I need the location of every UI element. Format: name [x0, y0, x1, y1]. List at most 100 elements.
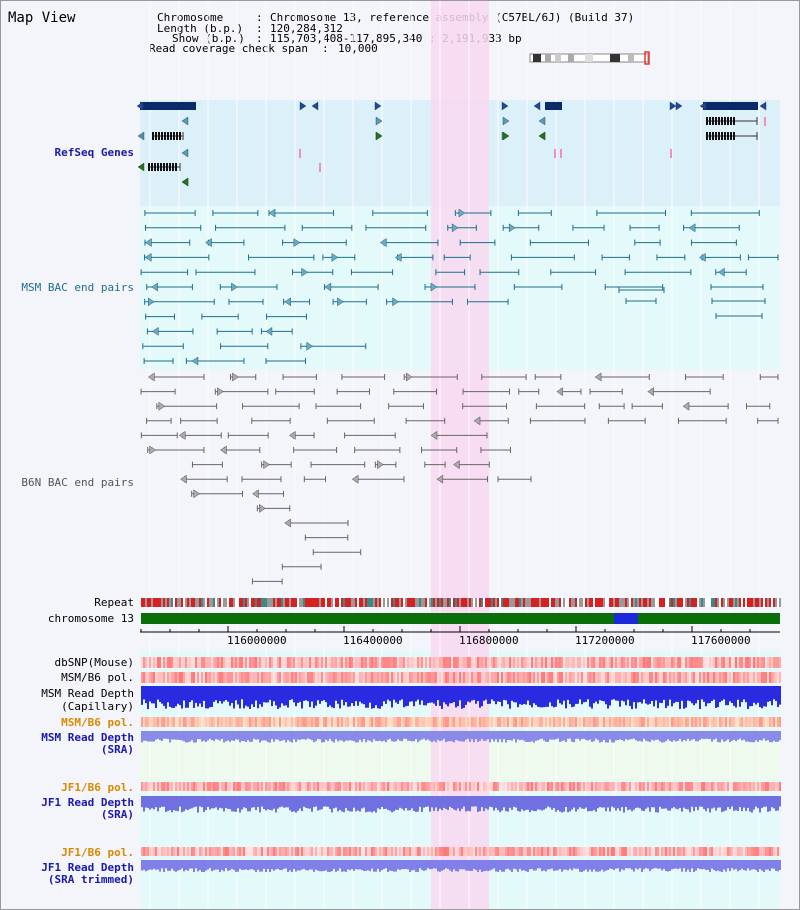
msm-depth-sra-bar	[681, 731, 683, 742]
msm-pol-cell	[623, 672, 625, 683]
refseq-features[interactable]	[136, 101, 767, 187]
jf1-pol-cell	[149, 782, 151, 791]
msm-pol-cell	[575, 672, 577, 683]
chromosome-ideogram[interactable]	[529, 51, 650, 65]
msm-depth-sra-bar	[765, 731, 767, 741]
jf1-pol-cell	[777, 782, 779, 791]
refseq-marker	[554, 149, 556, 158]
jf1-pol-cell	[597, 782, 599, 791]
jf1-depth-sra-bar	[171, 796, 173, 813]
repeat-segment	[741, 598, 743, 607]
b6n-bac-strand-icon	[594, 372, 602, 382]
jf1-pol-2-cell	[247, 847, 249, 856]
b6n-bac-features[interactable]	[140, 372, 779, 585]
msm-pol-2-cell	[249, 717, 251, 727]
jf1-pol-2-cell	[583, 847, 585, 856]
jf1-pol-cell	[717, 782, 719, 791]
jf1-depth-trim-bar	[389, 860, 391, 871]
msm-depth-sra-bar	[745, 731, 747, 742]
dbsnp-cell	[173, 657, 175, 668]
jf1-pol-cell	[171, 782, 173, 791]
jf1-pol-cell	[619, 782, 621, 791]
track-label-b6n-bac[interactable]: B6N BAC end pairs	[21, 476, 134, 489]
jf1-depth-trim-bar	[189, 860, 191, 869]
jf1-pol-2-cell	[537, 847, 539, 856]
jf1-depth-sra-bar	[717, 796, 719, 808]
jf1-pol-cell	[403, 782, 405, 791]
track-label-refseq[interactable]: RefSeq Genes	[54, 146, 134, 159]
dbsnp-cell	[369, 657, 371, 668]
jf1-pol-cell	[537, 782, 539, 791]
jf1-depth-trim-bar	[345, 860, 347, 872]
msm-depth-cap-bar	[285, 686, 287, 706]
jf1-depth-trim-bar	[523, 860, 525, 871]
msm-depth-cap-bar	[399, 686, 401, 701]
jf1-pol-2-cell	[539, 847, 541, 856]
msm-depth-cap-bar	[251, 686, 253, 705]
msm-depth-cap-bar	[771, 686, 773, 706]
msm-depth-sra-bar	[309, 731, 311, 740]
msm-pol-2-cell	[187, 717, 189, 727]
track-label-msm-bac[interactable]: MSM BAC end pairs	[21, 281, 134, 294]
msm-pol-2-cell	[473, 717, 475, 727]
msm-depth-cap-bar	[283, 686, 285, 706]
repeat-segment	[159, 598, 161, 607]
jf1-pol-cell	[165, 782, 167, 791]
dbsnp-cell	[549, 657, 551, 668]
msm-bac-features[interactable]	[140, 208, 779, 366]
repeat-segment	[405, 598, 407, 607]
jf1-pol-cell	[215, 782, 217, 791]
msm-pol-2-cell	[221, 717, 223, 727]
jf1-depth-trim-bar	[183, 860, 185, 872]
jf1-pol-2-cell	[697, 847, 699, 856]
repeat-segment	[563, 598, 565, 607]
jf1-depth-sra-bar	[381, 796, 383, 807]
dbsnp-cell	[267, 657, 269, 668]
repeat-segment	[459, 598, 461, 607]
msm-depth-sra-bar	[161, 731, 163, 741]
ideogram-band	[628, 54, 634, 62]
dbsnp-cell	[551, 657, 553, 668]
msm-depth-sra-bar	[605, 731, 607, 743]
msm-pol-2-cell	[655, 717, 657, 727]
msm-pol-cell	[495, 672, 497, 683]
repeat-segment	[469, 598, 471, 607]
msm-depth-sra-bar	[529, 731, 531, 742]
repeat-segment	[771, 598, 773, 607]
jf1-depth-trim-bar	[253, 860, 255, 871]
dbsnp-cell	[683, 657, 685, 668]
msm-pol-2-cell	[603, 717, 605, 727]
msm-depth-cap-bar	[589, 686, 591, 707]
dbsnp-cell	[273, 657, 275, 668]
msm-pol-2-cell	[215, 717, 217, 727]
repeat-segment	[695, 598, 697, 607]
track-label-msm-depth-cap-2: (Capillary)	[61, 700, 134, 713]
repeat-segment	[725, 598, 727, 607]
msm-pol-cell	[285, 672, 287, 683]
repeat-segment	[441, 598, 443, 607]
msm-depth-cap-bar	[639, 686, 641, 703]
msm-depth-cap-bar	[453, 686, 455, 703]
jf1-pol-2-cell	[289, 847, 291, 856]
repeat-segment	[583, 598, 585, 607]
msm-pol-cell	[593, 672, 595, 683]
jf1-depth-trim-bar	[247, 860, 249, 871]
jf1-depth-sra-bar	[713, 796, 715, 808]
dbsnp-cell	[255, 657, 257, 668]
repeat-segment	[647, 598, 649, 607]
jf1-pol-cell	[351, 782, 353, 791]
lower-tracks	[141, 657, 781, 872]
dbsnp-cell	[751, 657, 753, 668]
msm-depth-sra-bar	[539, 731, 541, 740]
msm-depth-cap-bar	[305, 686, 307, 701]
refseq-exon	[157, 163, 159, 171]
jf1-depth-sra-bar	[369, 796, 371, 812]
msm-pol-cell	[779, 672, 781, 683]
repeat-segment	[745, 598, 747, 607]
msm-depth-sra-bar	[701, 731, 703, 739]
jf1-depth-sra-bar	[331, 796, 333, 813]
dbsnp-cell	[347, 657, 349, 668]
msm-depth-cap-bar	[143, 686, 145, 700]
jf1-pol-cell	[629, 782, 631, 791]
